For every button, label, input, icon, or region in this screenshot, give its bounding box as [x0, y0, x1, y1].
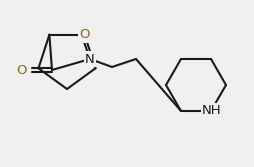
- Text: NH: NH: [202, 105, 222, 117]
- Text: N: N: [85, 52, 95, 65]
- Text: O: O: [17, 63, 27, 76]
- Text: O: O: [80, 28, 90, 41]
